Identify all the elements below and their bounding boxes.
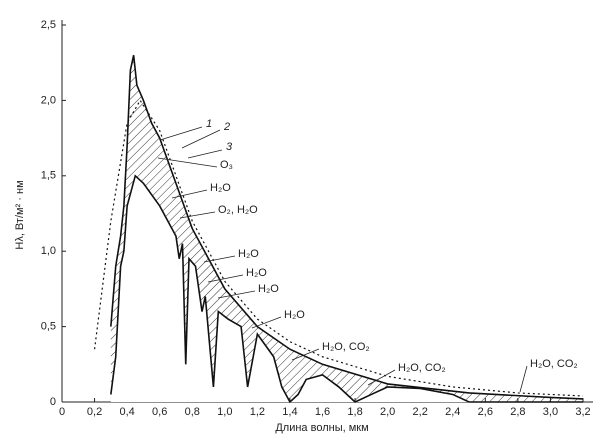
curve-label: 2 [223, 121, 230, 133]
annotation: O₃ [220, 159, 233, 171]
leader-line [291, 348, 320, 361]
leader-line [157, 157, 218, 168]
y-tick-label: 2,0 [41, 94, 56, 106]
annotation: H₂O [246, 267, 267, 279]
annotation: H₂O [238, 248, 259, 260]
y-tick-label: 1,0 [41, 245, 56, 257]
x-tick-label: 1,0 [217, 406, 232, 418]
x-tick-label: 0,4 [119, 406, 134, 418]
absorption-area [110, 55, 583, 402]
y-tick-label: 0 [50, 396, 56, 408]
leader-line [181, 129, 221, 149]
x-tick-label: 2,4 [445, 406, 460, 418]
series-line [93, 99, 584, 397]
x-tick-label: 1,6 [315, 406, 330, 418]
x-tick-label: 3,0 [543, 406, 558, 418]
leader-line [171, 189, 208, 199]
x-tick-label: 1,4 [282, 406, 297, 418]
y-axis-label: Hλ, Вт/м² · нм [14, 180, 26, 249]
series-line [110, 174, 583, 404]
leader-line [367, 369, 396, 386]
series-line [110, 54, 584, 400]
y-tick-label: 0,5 [41, 321, 56, 333]
leader-line [207, 274, 244, 283]
annotation: H₂O, CO₂ [322, 341, 370, 353]
annotation: H₂O [258, 283, 279, 295]
y-tick-label: 1,5 [41, 170, 56, 182]
x-tick-label: 2,0 [380, 406, 395, 418]
leader-line [159, 126, 203, 141]
leader-line [187, 149, 223, 159]
leader-line [251, 316, 282, 329]
curve-label: 3 [226, 141, 233, 153]
leader-line [519, 365, 528, 393]
y-tick-label: 2,5 [41, 19, 56, 31]
x-tick-label: 2,8 [510, 406, 525, 418]
annotation: H₂O, CO₂ [530, 358, 578, 370]
annotation: O₂, H₂O [218, 204, 258, 216]
x-tick-label: 2,6 [478, 406, 493, 418]
x-tick-label: 0 [59, 406, 65, 418]
sea-level-area [110, 175, 583, 402]
annotation: H₂O [210, 182, 231, 194]
x-tick-label: 3,2 [575, 406, 590, 418]
x-tick-label: 1,8 [347, 406, 362, 418]
x-tick-label: 2,2 [413, 406, 428, 418]
x-tick-label: 0,2 [87, 406, 102, 418]
curve-label: 1 [206, 118, 212, 130]
leader-line [179, 211, 216, 219]
x-tick-label: 0,8 [185, 406, 200, 418]
leader-line [203, 255, 236, 263]
annotation: H₂O [284, 309, 305, 321]
annotation: H₂O, CO₂ [398, 362, 446, 374]
x-axis-label: Длина волны, мкм [275, 422, 368, 434]
x-tick-label: 1,2 [250, 406, 265, 418]
leader-line [217, 290, 256, 299]
x-tick-label: 0,6 [152, 406, 167, 418]
